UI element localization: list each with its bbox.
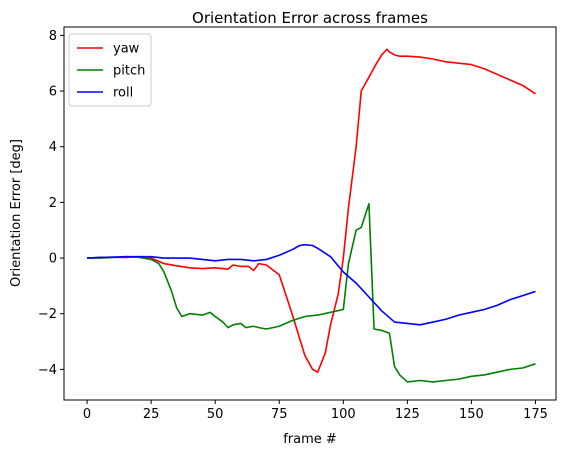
series-lines xyxy=(87,48,536,383)
x-tick-label: 175 xyxy=(523,407,548,422)
x-tick-label: 150 xyxy=(459,407,484,422)
plot-area-frame xyxy=(63,26,557,401)
x-tick-label: 75 xyxy=(271,407,288,422)
series-line-yaw xyxy=(87,48,536,373)
x-tick-label: 0 xyxy=(83,407,91,422)
y-tick-label: 4 xyxy=(49,140,57,155)
legend-label-pitch: pitch xyxy=(113,64,145,79)
y-tick-label: 6 xyxy=(49,85,57,100)
y-axis-ticks: −4 −2 0 2 4 6 8 xyxy=(38,29,64,378)
y-axis-label: Orientation Error [deg] xyxy=(9,139,24,287)
x-axis-label: frame # xyxy=(283,432,337,447)
x-axis-ticks: 0 25 50 75 100 125 150 175 xyxy=(83,400,548,422)
legend: yaw pitch roll xyxy=(68,33,152,107)
legend-box xyxy=(68,33,152,107)
x-tick-label: 25 xyxy=(143,407,160,422)
legend-label-yaw: yaw xyxy=(113,42,140,57)
series-line-pitch xyxy=(87,202,536,383)
y-tick-label: 8 xyxy=(49,29,57,44)
y-tick-label: −2 xyxy=(38,307,57,322)
chart-title: Orientation Error across frames xyxy=(192,9,428,27)
series-line-roll xyxy=(87,243,536,326)
legend-label-roll: roll xyxy=(113,86,133,101)
y-tick-label: 2 xyxy=(49,196,57,211)
x-tick-label: 125 xyxy=(395,407,420,422)
x-tick-label: 100 xyxy=(331,407,356,422)
y-tick-label: −4 xyxy=(38,363,57,378)
y-tick-label: 0 xyxy=(49,252,57,267)
x-tick-label: 50 xyxy=(207,407,224,422)
